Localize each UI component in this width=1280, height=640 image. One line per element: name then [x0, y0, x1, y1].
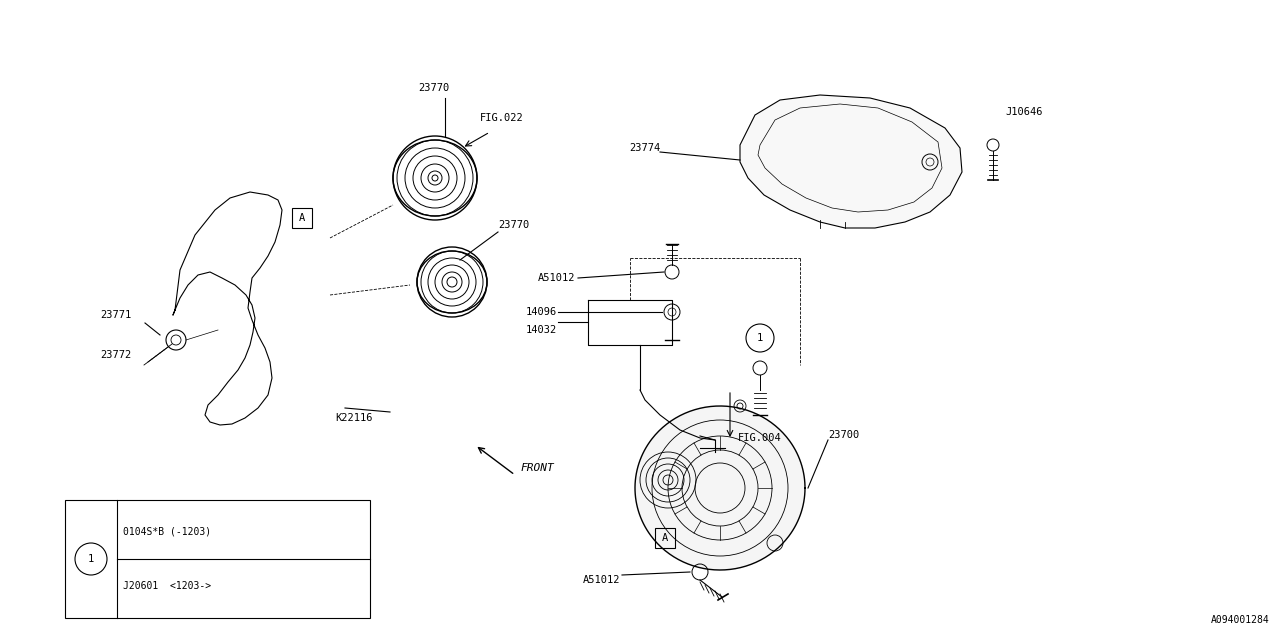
- Text: FIG.022: FIG.022: [480, 113, 524, 123]
- Text: 14096: 14096: [526, 307, 557, 317]
- Text: J20601  <1203->: J20601 <1203->: [123, 581, 211, 591]
- Text: A51012: A51012: [538, 273, 575, 283]
- Text: 23770: 23770: [498, 220, 529, 230]
- Text: 23772: 23772: [100, 350, 132, 360]
- Text: 0104S*B (-1203): 0104S*B (-1203): [123, 527, 211, 537]
- Text: A: A: [298, 213, 305, 223]
- Text: J10646: J10646: [1005, 107, 1042, 117]
- Text: 23700: 23700: [828, 430, 859, 440]
- Text: A094001284: A094001284: [1211, 615, 1270, 625]
- Text: 1: 1: [88, 554, 95, 564]
- Text: A: A: [662, 533, 668, 543]
- Text: 23770: 23770: [419, 83, 449, 93]
- Text: K22116: K22116: [335, 413, 372, 423]
- Polygon shape: [635, 406, 805, 570]
- Text: 14032: 14032: [526, 325, 557, 335]
- Text: FRONT: FRONT: [520, 463, 554, 473]
- Text: 23774: 23774: [628, 143, 660, 153]
- Text: 1: 1: [756, 333, 763, 343]
- Text: FIG.004: FIG.004: [739, 433, 782, 443]
- Text: 23771: 23771: [100, 310, 132, 320]
- Text: A51012: A51012: [582, 575, 620, 585]
- Polygon shape: [740, 95, 963, 228]
